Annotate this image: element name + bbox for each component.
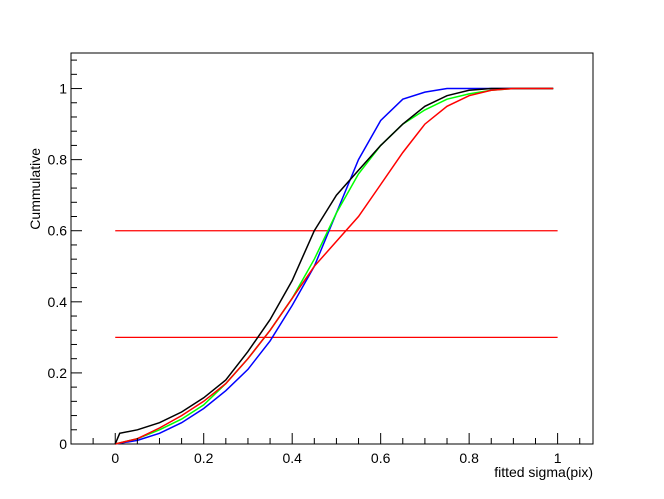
- plot-frame: [70, 52, 594, 445]
- reference-lines: [115, 230, 558, 338]
- y-tick-labels: 0 0.2 0.4 0.6 0.8 1: [48, 81, 68, 452]
- y-axis-title: Cummulative: [27, 148, 43, 230]
- x-axis-ticks: [70, 433, 581, 444]
- x-tick-label: 0.6: [371, 450, 391, 466]
- x-tick-label: 0.4: [282, 450, 302, 466]
- y-tick-label: 0.2: [48, 365, 68, 381]
- series-lines: [114, 87, 554, 445]
- x-tick-label: 0: [111, 450, 119, 466]
- y-tick-label: 0.4: [48, 294, 68, 310]
- series-line-3: [115, 87, 554, 445]
- x-tick-labels: 0 0.2 0.4 0.6 0.8 1: [111, 450, 561, 466]
- y-tick-label: 0: [59, 436, 67, 452]
- y-tick-label: 0.8: [48, 152, 68, 168]
- y-tick-label: 1: [59, 81, 67, 97]
- y-tick-label: 0.6: [48, 223, 68, 239]
- x-axis-title: fitted sigma(pix): [494, 464, 593, 480]
- series-line-1: [115, 87, 554, 445]
- y-axis-ticks: [71, 59, 82, 445]
- x-tick-label: 0.2: [194, 450, 214, 466]
- series-line-0: [115, 87, 554, 445]
- series-line-2: [114, 87, 554, 445]
- x-tick-label: 1: [554, 450, 562, 466]
- x-tick-label: 0.8: [459, 450, 479, 466]
